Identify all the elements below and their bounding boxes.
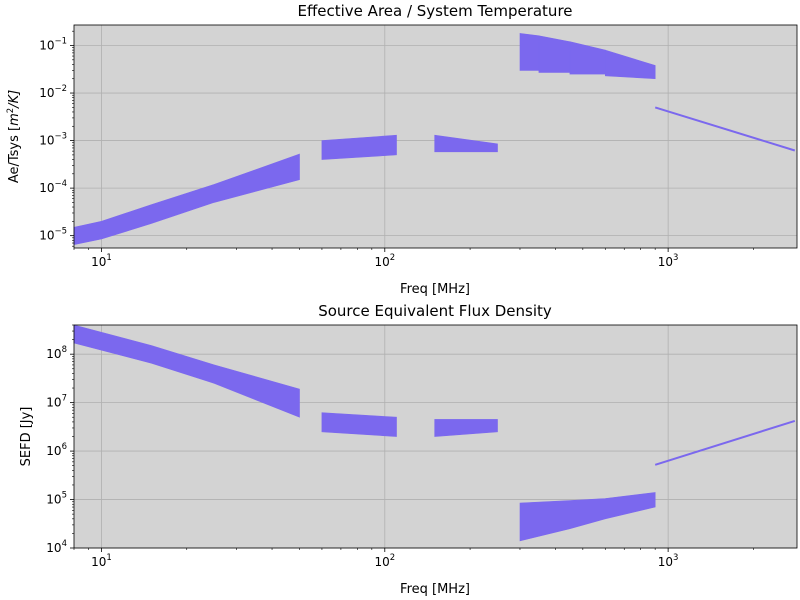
- y-tick-label: 10−2: [39, 84, 67, 100]
- x-tick-label: 102: [374, 553, 395, 569]
- y-tick-label: 108: [46, 345, 67, 361]
- y-tick-label: 10−3: [39, 132, 67, 148]
- data-band: [321, 134, 397, 160]
- x-tick-label: 103: [658, 553, 679, 569]
- data-line: [654, 419, 796, 466]
- y-tick-label: 10−4: [39, 179, 67, 195]
- y-axis-label: SEFD [Jy]: [19, 407, 34, 467]
- plot-frame: [73, 24, 798, 249]
- data-band: [321, 412, 397, 437]
- x-axis-label: Freq [MHz]: [400, 582, 470, 597]
- data-band: [519, 33, 540, 71]
- data-band: [519, 492, 656, 542]
- data-band: [73, 153, 300, 245]
- data-band: [604, 49, 656, 80]
- y-tick-label: 10−5: [39, 227, 67, 243]
- x-tick-label: 101: [91, 553, 112, 569]
- x-tick-label: 101: [91, 253, 112, 269]
- chart-title: Source Equivalent Flux Density: [318, 302, 552, 320]
- x-axis-label: Freq [MHz]: [400, 282, 470, 297]
- data-band: [434, 419, 498, 437]
- x-tick-label: 103: [658, 253, 679, 269]
- data-line: [654, 106, 796, 152]
- y-tick-label: 104: [46, 539, 67, 555]
- y-tick-label: 105: [46, 491, 67, 507]
- y-tick-label: 106: [46, 442, 67, 458]
- axis-ticks: 101 102 103 104 105 106 107 108: [46, 324, 754, 569]
- data-bands: [73, 324, 796, 542]
- data-band: [73, 324, 300, 418]
- y-tick-label: 10−1: [39, 37, 67, 53]
- sefd-chart: Source Equivalent Flux Density 101 102 103…: [19, 302, 798, 597]
- x-tick-label: 102: [374, 253, 395, 269]
- chart-title: Effective Area / System Temperature: [297, 2, 572, 20]
- y-tick-label: 107: [46, 394, 67, 410]
- data-band: [538, 35, 571, 73]
- axis-ticks: 101 102 103 10−5 10−4 10−3 10−2 10−1: [39, 30, 754, 269]
- data-bands: [73, 33, 796, 245]
- data-band: [434, 134, 498, 153]
- y-axis-label: Ae/Tsys [m2/K]: [6, 90, 22, 183]
- ae-tsys-chart: Effective Area / System Temperature 101 1…: [6, 2, 798, 297]
